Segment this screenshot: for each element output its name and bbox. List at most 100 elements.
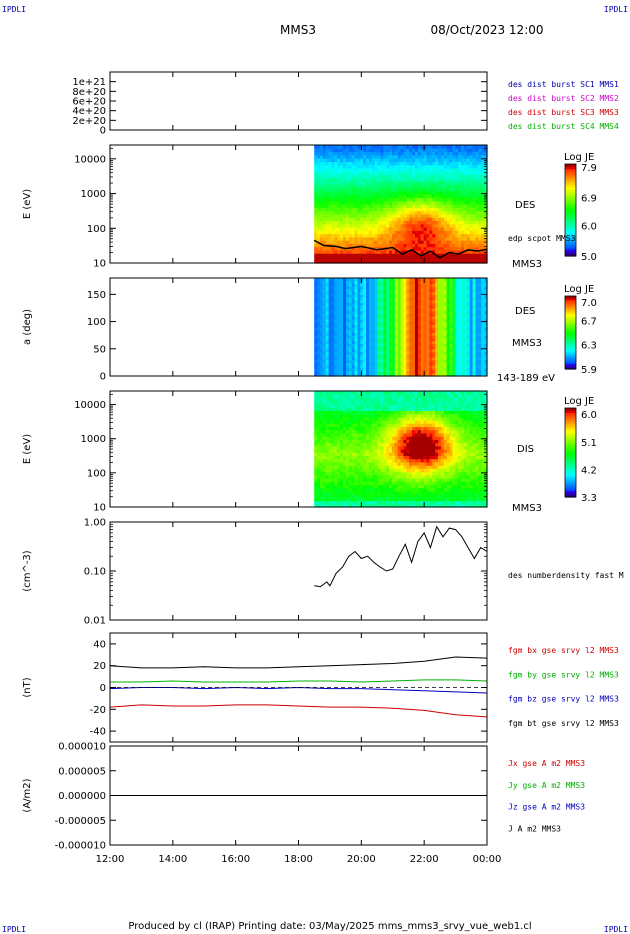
heatmap-cell — [412, 346, 416, 350]
heatmap-cell — [478, 291, 482, 295]
heatmap-cell — [348, 278, 353, 282]
heatmap-cell — [478, 351, 482, 355]
heatmap-cell — [368, 240, 373, 244]
heatmap-cell — [360, 181, 364, 185]
heatmap-cell — [429, 318, 433, 323]
heatmap-cell — [319, 184, 324, 189]
heatmap-cell — [325, 365, 330, 369]
heatmap-cell — [337, 452, 341, 457]
heatmap-cell — [484, 151, 488, 156]
heatmap-cell — [458, 337, 462, 342]
heatmap-cell — [319, 410, 324, 415]
heatmap-cell — [452, 346, 456, 350]
heatmap-cell — [383, 177, 387, 182]
heatmap-cell — [412, 307, 416, 312]
heatmap-cell — [343, 321, 347, 325]
heatmap-cell — [317, 297, 321, 301]
heatmap-cell — [386, 158, 390, 162]
heatmap-cell — [443, 194, 448, 199]
heatmap-cell — [403, 184, 407, 189]
heatmap-cell — [475, 256, 479, 261]
heatmap-cell — [337, 373, 341, 377]
heatmap-cell — [469, 164, 474, 169]
heatmap-cell — [472, 158, 477, 162]
heatmap-cell — [455, 288, 459, 293]
heatmap-cell — [469, 194, 474, 199]
heatmap-cell — [481, 249, 485, 254]
heatmap-cell — [328, 294, 333, 298]
heatmap-cell — [337, 318, 341, 323]
heatmap-cell — [452, 213, 456, 218]
heatmap-cell — [317, 500, 321, 505]
heatmap-cell — [423, 151, 428, 156]
heatmap-cell — [420, 164, 425, 169]
heatmap-cell — [371, 335, 376, 339]
heatmap-cell — [331, 230, 335, 235]
heatmap-cell — [343, 340, 347, 344]
heatmap-cell — [397, 161, 402, 166]
heatmap-cell — [409, 348, 413, 353]
heatmap-cell — [484, 327, 488, 331]
heatmap-cell — [463, 343, 468, 347]
heatmap-cell — [391, 299, 396, 304]
heatmap-cell — [461, 365, 465, 369]
heatmap-cell — [337, 351, 341, 355]
heatmap-cell — [331, 286, 335, 290]
heatmap-cell — [415, 190, 419, 195]
heatmap-cell — [440, 316, 445, 320]
heatmap-cell — [449, 197, 454, 202]
heatmap-cell — [481, 190, 485, 195]
heatmap-cell — [331, 223, 335, 228]
heatmap-cell — [426, 204, 430, 208]
heatmap-cell — [389, 351, 393, 355]
heatmap-cell — [334, 429, 338, 434]
heatmap-cell — [478, 294, 482, 298]
heatmap-cell — [478, 278, 482, 282]
heatmap-cell — [371, 332, 376, 336]
heatmap-cell — [438, 167, 442, 172]
heatmap-cell — [420, 337, 425, 342]
heatmap-cell — [322, 354, 327, 358]
heatmap-cell — [481, 184, 485, 189]
heatmap-cell — [458, 346, 462, 350]
heatmap-cell — [314, 397, 318, 402]
heatmap-cell — [325, 313, 330, 317]
heatmap-cell — [340, 200, 344, 205]
heatmap-cell — [386, 288, 390, 293]
heatmap-cell — [328, 413, 333, 418]
heatmap-cell — [458, 197, 462, 202]
heatmap-cell — [334, 246, 338, 251]
heatmap-cell — [348, 145, 353, 149]
heatmap-cell — [337, 197, 341, 202]
heatmap-cell — [360, 324, 364, 328]
heatmap-cell — [360, 240, 364, 244]
heatmap-cell — [368, 184, 373, 189]
heatmap-cell — [478, 226, 482, 231]
heatmap-cell — [394, 167, 399, 172]
heatmap-cell — [429, 313, 433, 317]
heatmap-cell — [363, 210, 367, 215]
heatmap-cell — [383, 220, 387, 225]
heatmap-cell — [406, 321, 410, 325]
heatmap-cell — [319, 154, 324, 159]
heatmap-cell — [406, 161, 410, 166]
heatmap-cell — [325, 481, 330, 486]
heatmap-cell — [423, 335, 428, 339]
heatmap-cell — [325, 259, 330, 264]
heatmap-cell — [397, 151, 402, 156]
heatmap-cell — [314, 207, 318, 212]
heatmap-cell — [371, 243, 376, 248]
heatmap-cell — [380, 351, 384, 355]
heatmap-cell — [406, 332, 410, 336]
heatmap-cell — [475, 343, 479, 347]
heatmap-cell — [366, 337, 370, 342]
heatmap-cell — [389, 181, 393, 185]
heatmap-cell — [466, 226, 471, 231]
heatmap-cell — [325, 494, 330, 498]
heatmap-cell — [469, 346, 474, 350]
heatmap-cell — [328, 356, 333, 361]
heatmap-cell — [475, 286, 479, 290]
heatmap-cell — [463, 291, 468, 295]
heatmap-cell — [394, 288, 399, 293]
heatmap-cell — [343, 484, 347, 489]
